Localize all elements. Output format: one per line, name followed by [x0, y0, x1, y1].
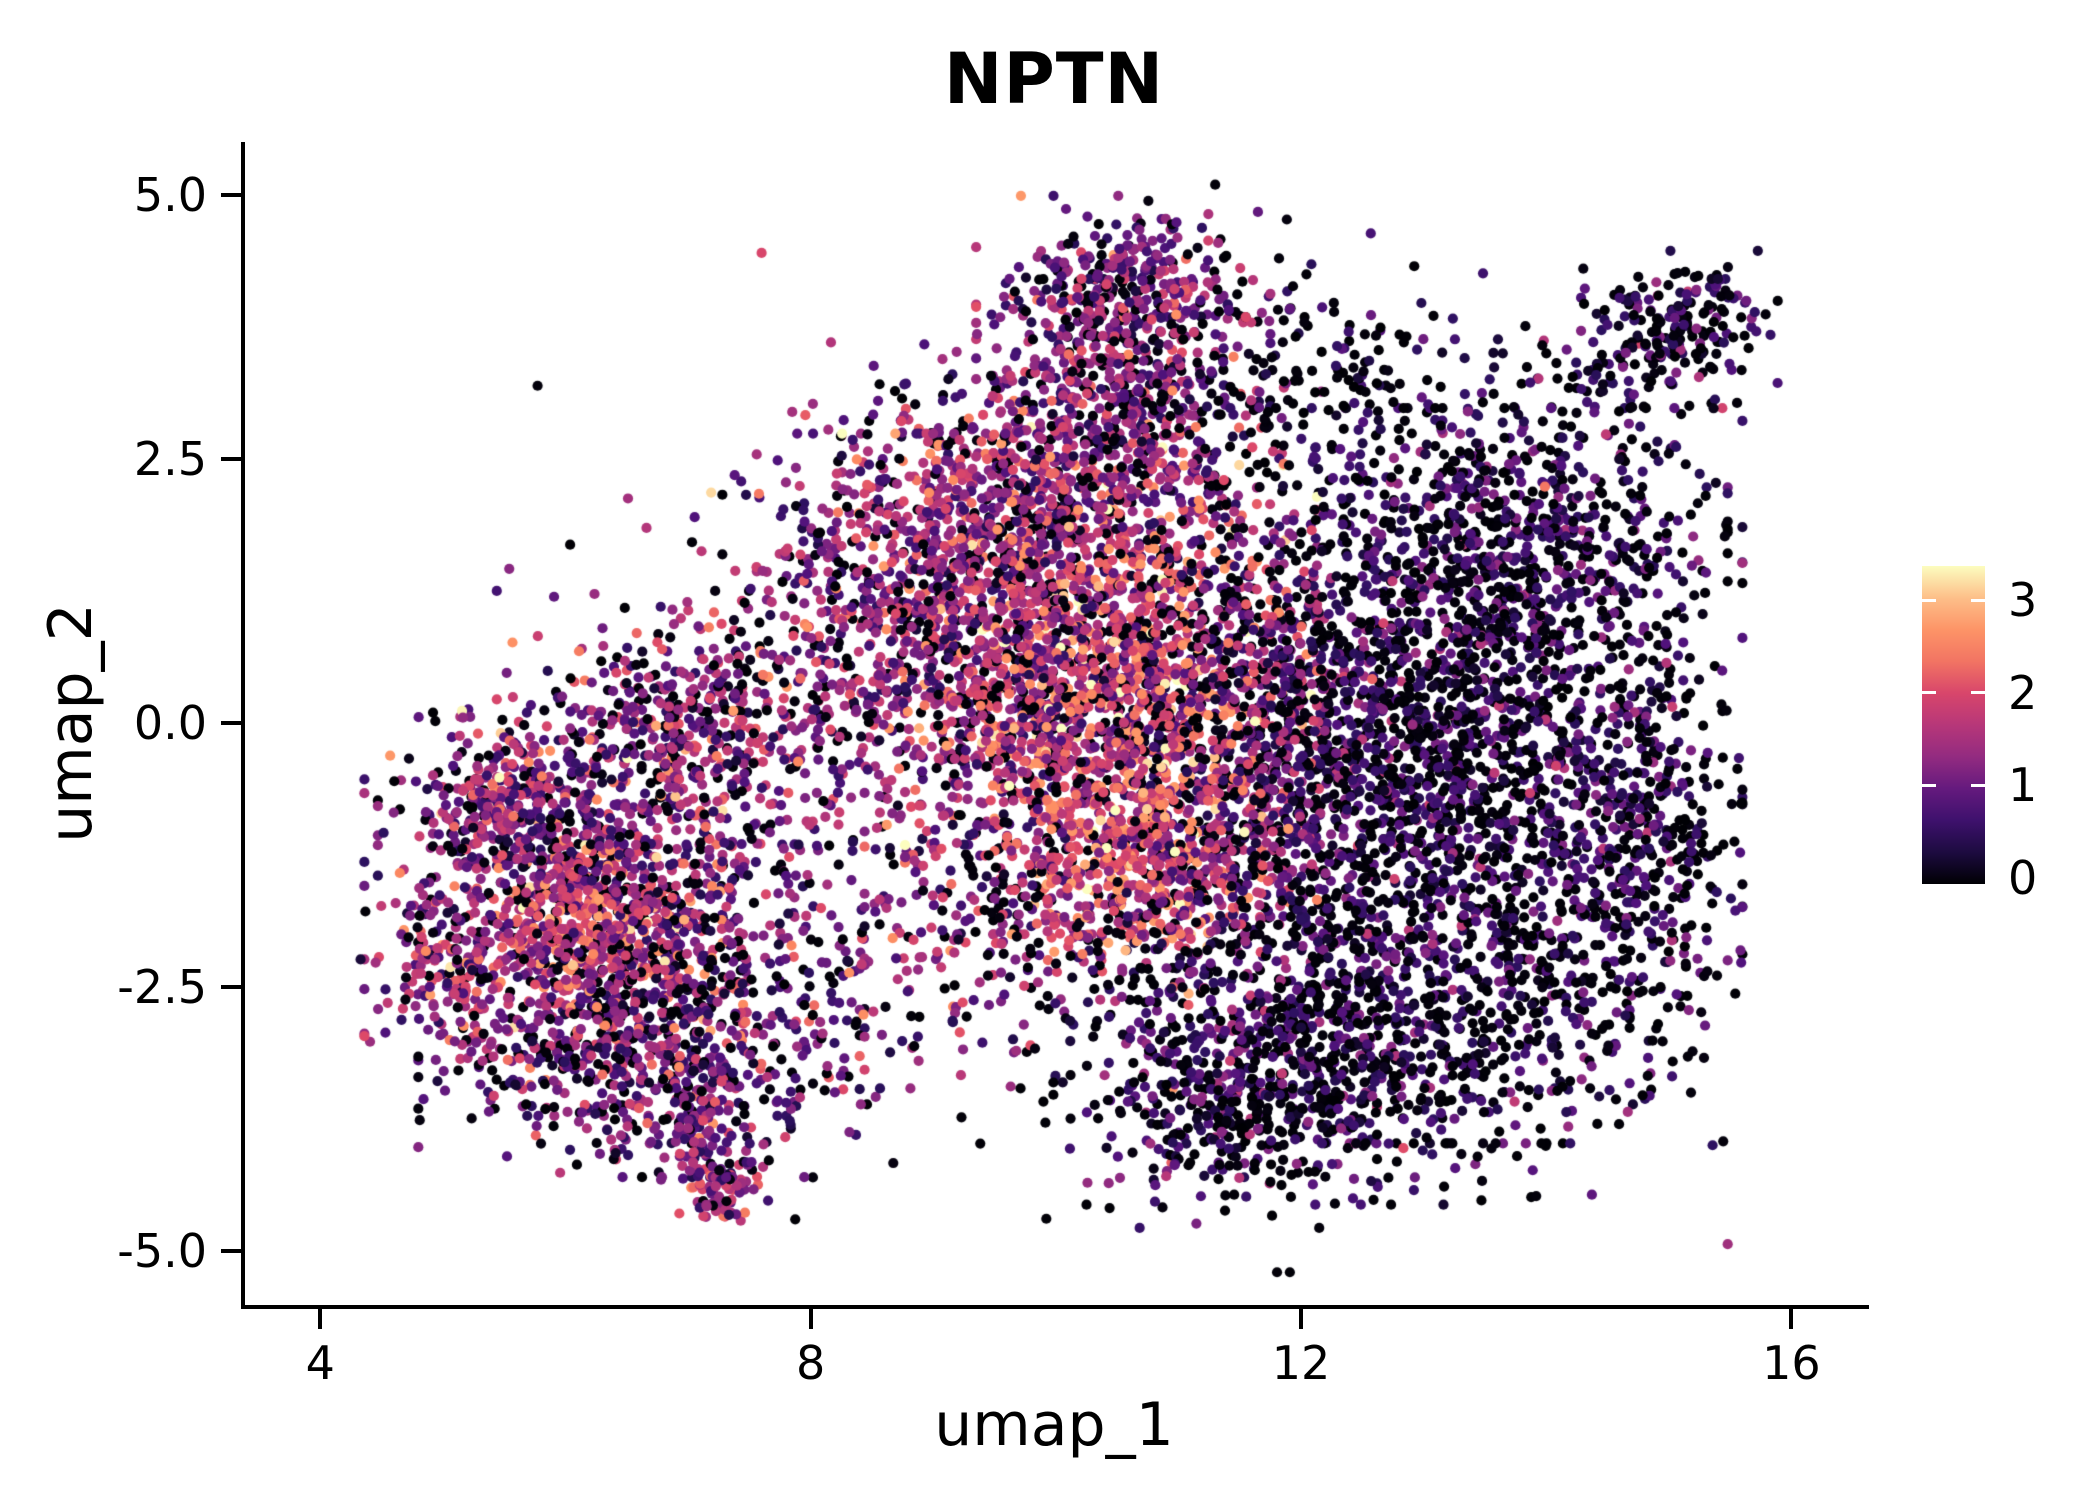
colorbar-tick-label: 2 — [2008, 665, 2038, 720]
x-tick-label: 12 — [1271, 1336, 1331, 1390]
colorbar-gradient — [1922, 566, 1985, 884]
x-tick-label: 4 — [305, 1336, 335, 1390]
y-tick-mark — [221, 985, 241, 990]
colorbar-tick-dash — [1922, 783, 1936, 787]
x-tick-mark — [808, 1309, 813, 1329]
x-tick-label: 8 — [795, 1336, 826, 1390]
y-tick-mark — [221, 1249, 241, 1254]
x-axis-label: umap_1 — [934, 1390, 1174, 1460]
y-tick-mark — [221, 720, 241, 725]
x-axis-line — [241, 1305, 1869, 1309]
y-axis-line — [241, 142, 245, 1309]
colorbar-tick-dash — [1971, 598, 1985, 602]
colorbar-tick-dash — [1922, 598, 1936, 602]
y-tick-mark — [221, 192, 241, 197]
y-tick-label: -2.5 — [117, 960, 207, 1015]
colorbar-tick-dash — [1971, 691, 1985, 695]
x-tick-mark — [1789, 1309, 1794, 1329]
x-tick-mark — [318, 1309, 323, 1329]
y-tick-label: 0.0 — [133, 695, 207, 750]
y-tick-mark — [221, 456, 241, 461]
plot-title: NPTN — [943, 38, 1165, 120]
colorbar-tick-dash — [1922, 691, 1936, 695]
colorbar-tick-dash — [1971, 783, 1985, 787]
colorbar-tick-label: 3 — [2008, 573, 2038, 628]
y-tick-label: 2.5 — [133, 431, 207, 486]
x-tick-mark — [1299, 1309, 1304, 1329]
colorbar-tick-label: 1 — [2008, 758, 2038, 813]
y-tick-label: 5.0 — [133, 167, 207, 222]
x-tick-label: 16 — [1762, 1336, 1821, 1390]
colorbar-tick-label: 0 — [2008, 850, 2038, 905]
y-tick-label: -5.0 — [117, 1224, 207, 1279]
